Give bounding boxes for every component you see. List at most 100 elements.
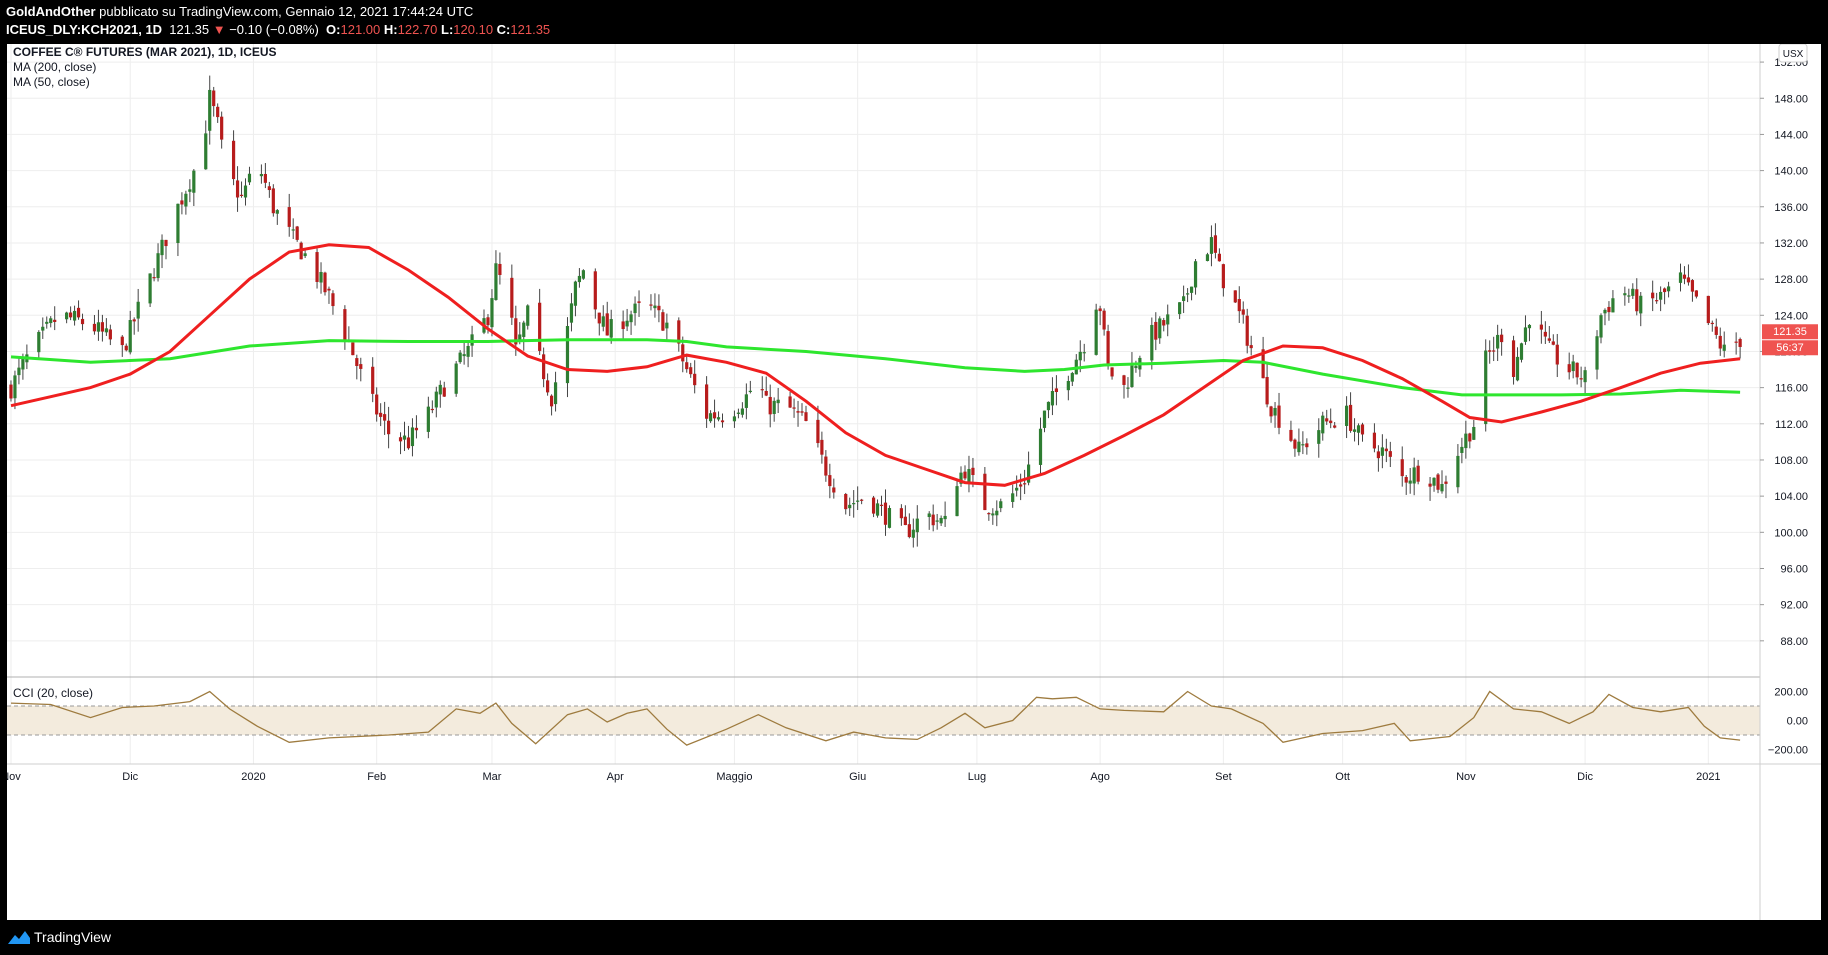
candle-body bbox=[1185, 293, 1190, 295]
candle-body bbox=[1110, 367, 1114, 377]
candle-body bbox=[235, 180, 240, 198]
chart-title: COFFEE C® FUTURES (MAR 2021), 1D, ICEUS bbox=[13, 45, 277, 59]
candle-body bbox=[1217, 253, 1221, 262]
ma50-line bbox=[10, 243, 1741, 487]
candle-body bbox=[760, 389, 764, 391]
countdown-tag-text: 56:37 bbox=[1776, 342, 1804, 354]
candle-body bbox=[1639, 295, 1643, 314]
grid bbox=[10, 44, 1709, 764]
candle-body bbox=[1213, 235, 1218, 253]
down-arrow-icon: ▼ bbox=[212, 22, 226, 37]
candle-body bbox=[708, 413, 713, 422]
candle-body bbox=[538, 302, 542, 351]
time-tick-label: Ago bbox=[1090, 771, 1110, 783]
cci-tick-label: 200.00 bbox=[1774, 687, 1808, 699]
candle-body bbox=[621, 321, 625, 330]
candle-body bbox=[553, 382, 558, 405]
candle-body bbox=[1686, 277, 1691, 283]
publish-info: pubblicato su TradingView.com, Gennaio 1… bbox=[99, 4, 474, 19]
candle-body bbox=[1571, 361, 1575, 372]
candle-body bbox=[1496, 334, 1500, 349]
candle-body bbox=[848, 504, 852, 509]
candle-body bbox=[716, 417, 721, 420]
candle-body bbox=[800, 411, 804, 413]
price-tick-label: 108.00 bbox=[1774, 455, 1808, 467]
candle-body bbox=[625, 320, 629, 327]
candle-body bbox=[955, 486, 959, 517]
candle-body bbox=[1277, 405, 1281, 428]
candle-body bbox=[577, 275, 582, 283]
candle-body bbox=[49, 318, 53, 324]
price-axis[interactable]: 88.00 92.00 96.00 100.00 104.00 108.00 112.00 1… bbox=[1760, 57, 1808, 648]
candle-body bbox=[915, 518, 919, 533]
chart-svg[interactable]: 88.00 92.00 96.00 100.00 104.00 108.00 112.00 1… bbox=[1, 43, 1821, 920]
candle-body bbox=[772, 400, 776, 414]
candle-body bbox=[494, 263, 498, 300]
candle-body bbox=[379, 412, 383, 417]
candle-body bbox=[931, 514, 935, 526]
candle-body bbox=[605, 313, 609, 336]
candle-body bbox=[315, 252, 319, 282]
cci-axis[interactable]: 200.00 0.00 −200.00 bbox=[1768, 687, 1808, 757]
time-axis[interactable]: Nov Dic 2020 Feb Mar Apr Maggio Giu Lug Ago Set Ott… bbox=[1, 771, 1721, 783]
candle-body bbox=[1289, 429, 1293, 441]
candle-body bbox=[1360, 424, 1365, 435]
candle-body bbox=[569, 303, 574, 323]
candle-body bbox=[1162, 320, 1166, 326]
candle-body bbox=[434, 391, 438, 408]
candle-body bbox=[383, 414, 387, 421]
candle-body bbox=[65, 312, 69, 320]
candle-body bbox=[1412, 467, 1416, 484]
price-tick-label: 104.00 bbox=[1774, 491, 1808, 503]
price-tick-label: 144.00 bbox=[1774, 129, 1808, 141]
candle-body bbox=[1384, 448, 1388, 452]
candle-body bbox=[351, 342, 355, 356]
candle-body bbox=[1551, 341, 1555, 345]
candle-body bbox=[1484, 350, 1488, 425]
candle-body bbox=[184, 193, 188, 207]
time-tick-label: 2021 bbox=[1696, 771, 1720, 783]
candle-body bbox=[1094, 309, 1098, 355]
candle-body bbox=[1042, 410, 1047, 428]
candle-body bbox=[438, 384, 442, 395]
candle-body bbox=[410, 427, 415, 447]
candle-body bbox=[899, 508, 903, 519]
candle-body bbox=[987, 513, 991, 515]
candle-body bbox=[216, 106, 220, 118]
candle-body bbox=[124, 345, 128, 351]
candle-body bbox=[542, 354, 546, 380]
tradingview-logo[interactable]: TradingView bbox=[8, 929, 111, 945]
cci-band bbox=[7, 705, 1760, 736]
candle-body bbox=[1492, 350, 1496, 352]
candle-body bbox=[1662, 288, 1667, 293]
candle-body bbox=[41, 326, 45, 331]
time-tick-label: Dic bbox=[122, 771, 138, 783]
candle-body bbox=[1098, 308, 1102, 312]
candle-body bbox=[796, 411, 800, 413]
candle-body bbox=[665, 322, 669, 329]
candle-body bbox=[1134, 366, 1138, 369]
candle-body bbox=[788, 396, 792, 408]
candle-body bbox=[1325, 418, 1329, 422]
currency-button[interactable] bbox=[1778, 43, 1808, 63]
candle-body bbox=[526, 305, 530, 326]
author-name[interactable]: GoldAndOther bbox=[6, 4, 96, 19]
candle-body bbox=[1023, 483, 1027, 485]
candle-body bbox=[1344, 405, 1349, 426]
candle-body bbox=[212, 90, 216, 107]
chart-area[interactable]: 88.00 92.00 96.00 100.00 104.00 108.00 112.00 1… bbox=[1, 43, 1821, 920]
candle-body bbox=[1468, 433, 1472, 442]
candle-body bbox=[1400, 459, 1404, 477]
candle-body bbox=[1150, 324, 1154, 361]
candle-body bbox=[204, 133, 208, 170]
close-value: 121.35 bbox=[510, 22, 551, 37]
candle-body bbox=[1611, 298, 1615, 313]
candle-body bbox=[1352, 429, 1357, 432]
candle-body bbox=[1519, 343, 1524, 360]
candle-body bbox=[565, 326, 570, 384]
candle-body bbox=[331, 293, 335, 307]
candle-body bbox=[208, 89, 212, 131]
time-tick-label: Set bbox=[1215, 771, 1232, 783]
candle-body bbox=[1527, 324, 1532, 329]
